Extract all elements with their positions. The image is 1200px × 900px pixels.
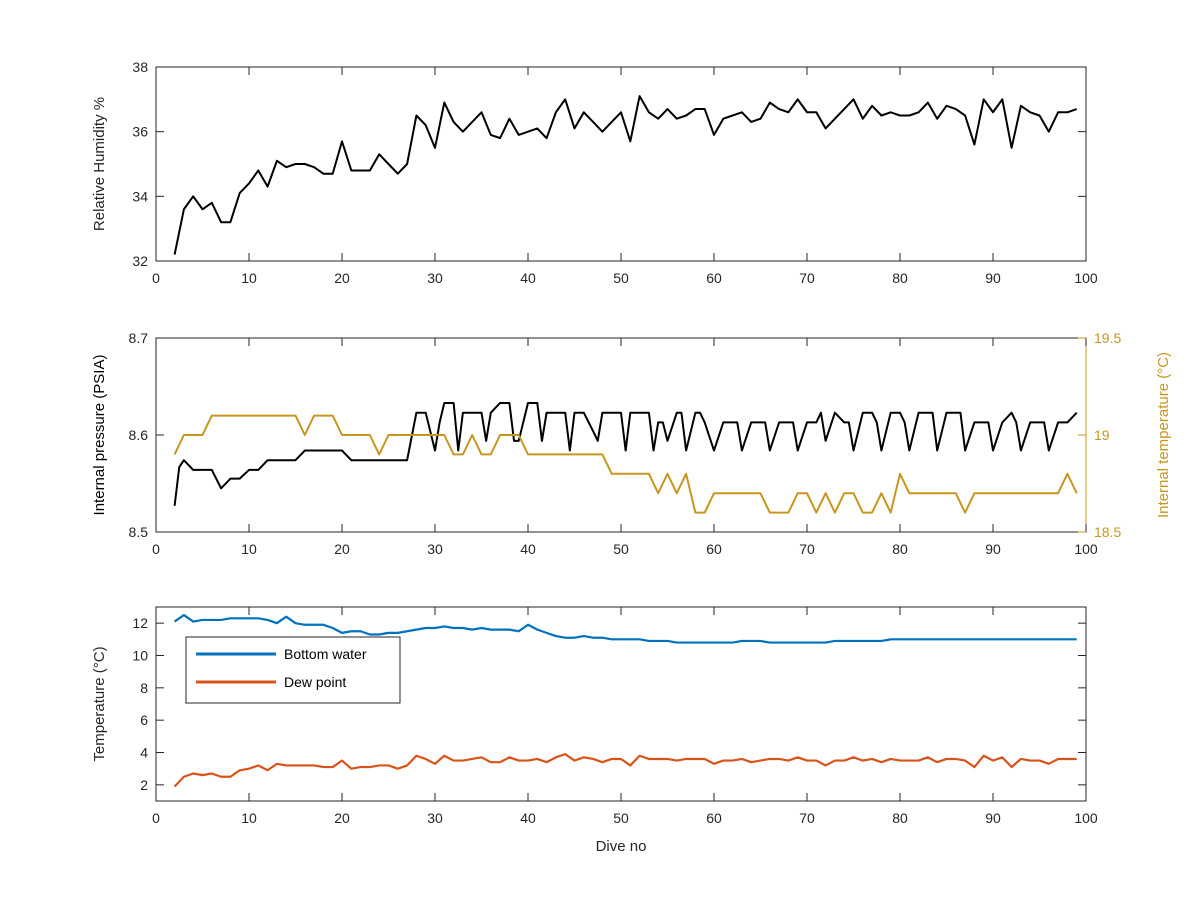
x-tick-label: 80 [892, 270, 908, 286]
legend: Bottom water Dew point [185, 636, 401, 704]
x-tick-label: 40 [520, 810, 536, 826]
series-line-dew-point [173, 753, 1077, 788]
axes-box [155, 66, 1087, 262]
y-tick-label-right: 19 [1094, 427, 1110, 443]
y-tick-label: 34 [132, 188, 148, 204]
x-tick-label: 70 [799, 270, 815, 286]
x-tick-label: 10 [241, 810, 257, 826]
y-axis-label: Relative Humidity % [91, 97, 108, 231]
y-tick-label: 8 [140, 680, 148, 696]
x-tick-label: 0 [152, 541, 160, 557]
y-tick-label: 32 [132, 253, 148, 269]
chart-panel-3: 0 10 20 30 40 50 60 70 80 90 100 2 4 6 8 10 12 Temperatur… [91, 606, 1098, 855]
chart-panel-2: 0 10 20 30 40 50 60 70 80 90 100 8.5 8.6 8.7 18.5 19 19.… [91, 330, 1172, 557]
y-tick-label-right: 18.5 [1094, 524, 1121, 540]
chart-panel-1: 0 10 20 30 40 50 60 70 80 90 100 32 34 36 38 Relative H… [91, 59, 1098, 286]
series-line-2-1 [173, 401, 1078, 506]
x-axis-label: Dive no [596, 838, 647, 855]
series-line-bottom-water [173, 613, 1077, 644]
y-tick-label-right: 19.5 [1094, 330, 1121, 346]
x-tick-label: 30 [427, 810, 443, 826]
x-tick-label: 50 [613, 270, 629, 286]
x-tick-label: 20 [334, 541, 350, 557]
x-tick-label: 70 [799, 541, 815, 557]
series-line-2-2 [173, 414, 1078, 514]
y-tick-label: 8.5 [129, 524, 149, 540]
x-tick-label: 20 [334, 810, 350, 826]
y-axis-label-right: Internal temperature (°C) [1155, 352, 1172, 518]
y-tick-label: 6 [140, 712, 148, 728]
x-tick-label: 80 [892, 541, 908, 557]
x-tick-label: 100 [1074, 810, 1098, 826]
legend-entry: Bottom water [284, 646, 367, 662]
axes-box [155, 337, 1087, 533]
x-tick-label: 30 [427, 270, 443, 286]
x-tick-label: 10 [241, 541, 257, 557]
legend-box [185, 636, 401, 704]
legend-entry: Dew point [284, 674, 346, 690]
x-tick-label: 60 [706, 541, 722, 557]
x-tick-label: 100 [1074, 270, 1098, 286]
x-tick-label: 100 [1074, 541, 1098, 557]
x-tick-label: 20 [334, 270, 350, 286]
y-tick-label: 8.6 [129, 427, 149, 443]
y-tick-label: 2 [140, 777, 148, 793]
y-tick-label: 8.7 [129, 330, 149, 346]
x-tick-label: 90 [985, 541, 1001, 557]
x-tick-label: 50 [613, 810, 629, 826]
x-tick-label: 0 [152, 270, 160, 286]
y-tick-label: 12 [132, 615, 148, 631]
y-axis-label: Temperature (°C) [91, 646, 108, 761]
y-tick-label: 4 [140, 745, 148, 761]
x-tick-label: 50 [613, 541, 629, 557]
y-axis-label: Internal pressure (PSIA) [91, 355, 108, 516]
x-tick-label: 90 [985, 270, 1001, 286]
x-tick-label: 90 [985, 810, 1001, 826]
x-tick-label: 0 [152, 810, 160, 826]
x-tick-label: 40 [520, 541, 536, 557]
x-tick-label: 70 [799, 810, 815, 826]
y-tick-label: 10 [132, 648, 148, 664]
axes-box [155, 606, 1087, 802]
x-tick-label: 40 [520, 270, 536, 286]
x-tick-label: 60 [706, 810, 722, 826]
y-tick-label: 38 [132, 59, 148, 75]
x-tick-label: 30 [427, 541, 443, 557]
x-tick-label: 10 [241, 270, 257, 286]
x-tick-label: 80 [892, 810, 908, 826]
x-tick-label: 60 [706, 270, 722, 286]
y-tick-label: 36 [132, 124, 148, 140]
series-line-1-1 [173, 95, 1078, 255]
